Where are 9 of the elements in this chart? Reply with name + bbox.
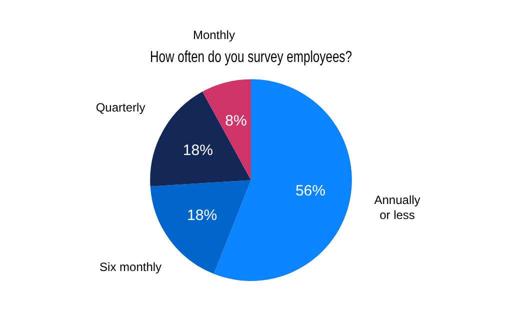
slice-label: Monthly: [192, 28, 235, 42]
slice-label: Annually or less: [374, 192, 420, 222]
data-label: 18%: [187, 206, 218, 224]
slice-label: Quarterly: [96, 100, 146, 115]
text: How often do you survey employees?: [150, 48, 352, 67]
data-label: 18%: [182, 142, 213, 160]
data-label: 56%: [295, 182, 326, 200]
slice-label: Six monthly: [100, 260, 162, 274]
data-label: 8%: [225, 112, 247, 130]
